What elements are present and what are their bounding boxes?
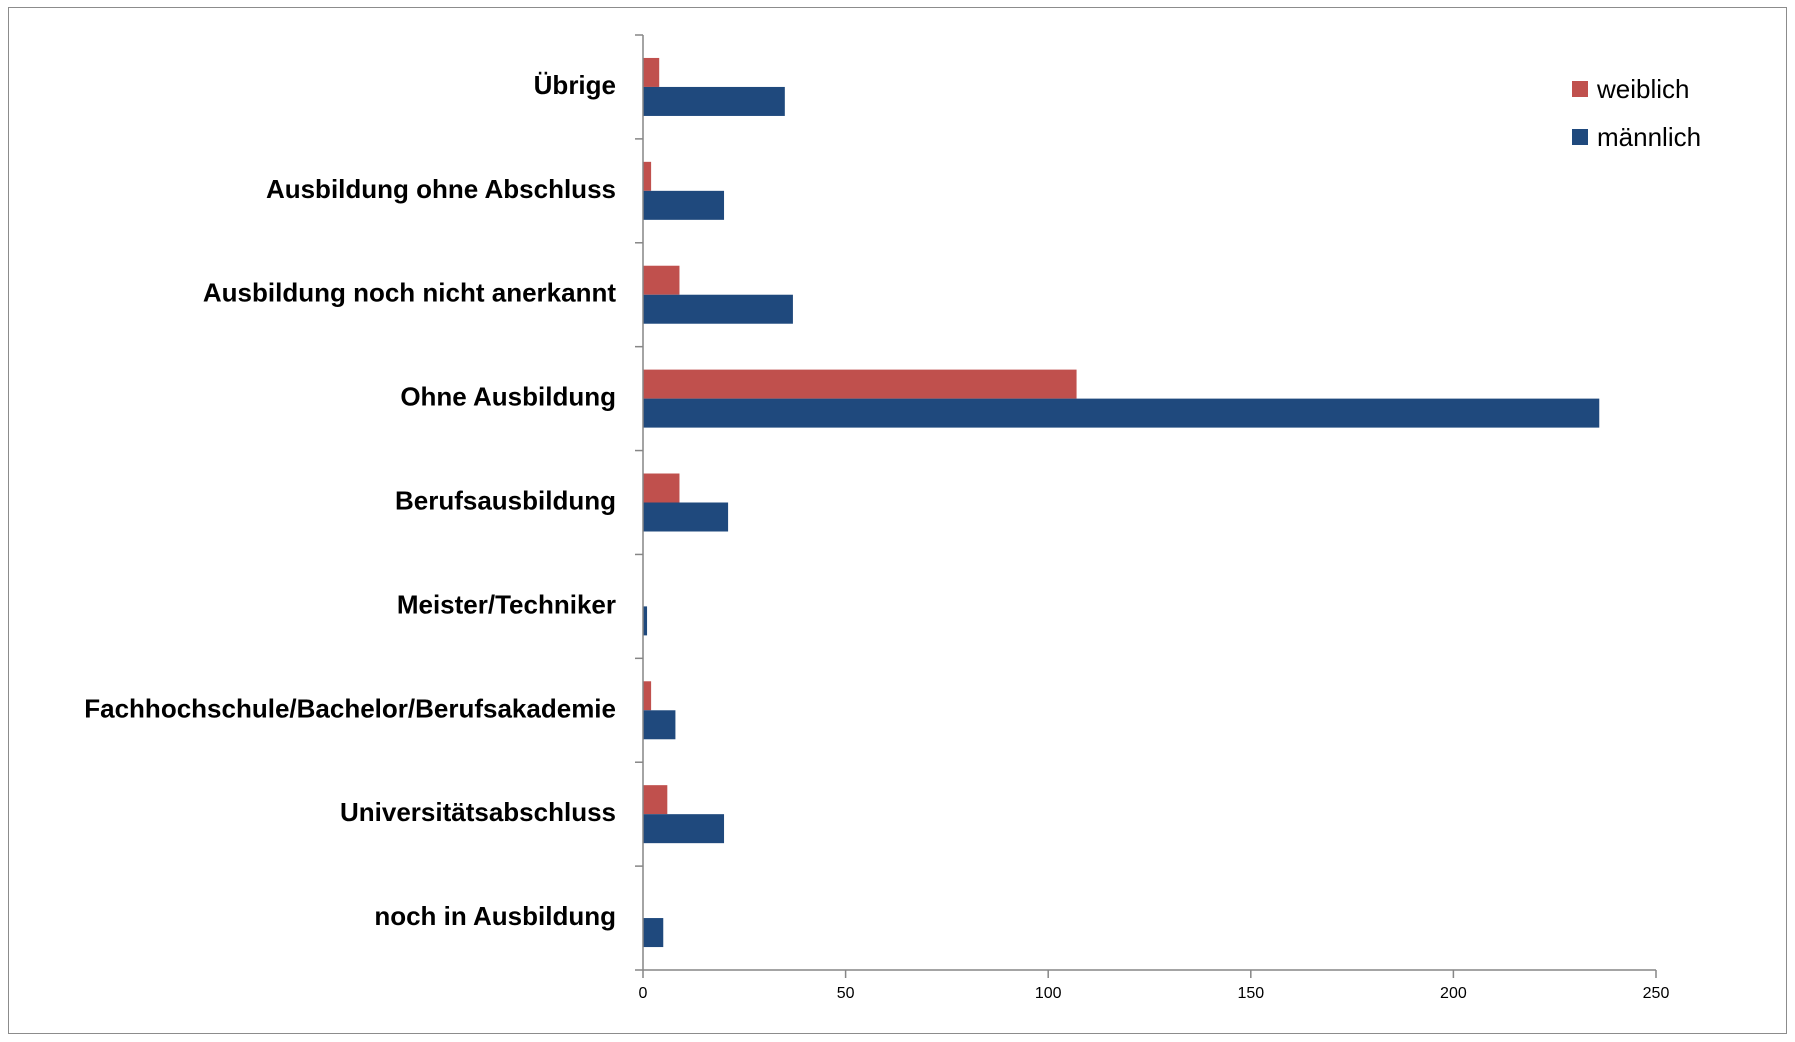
category-label-fachhochschule-bachelor-berufsakademie: Fachhochschule/Bachelor/Berufsakademie xyxy=(84,693,616,723)
x-tick-label-50: 50 xyxy=(837,985,855,1002)
category-label-berufsausbildung: Berufsausbildung xyxy=(395,486,616,516)
bar-weiblich-universitatsabschluss xyxy=(643,785,668,815)
category-label-ohne-ausbildung: Ohne Ausbildung xyxy=(400,382,616,412)
bar-maennlich-universitatsabschluss xyxy=(643,814,725,844)
legend-label-weiblich: weiblich xyxy=(1596,74,1690,104)
bar-maennlich-meister-techniker xyxy=(643,606,648,636)
bar-weiblich-ausbildung-ohne-abschluss xyxy=(643,161,652,191)
x-tick-label-100: 100 xyxy=(1035,985,1062,1002)
bar-maennlich-ausbildung-ohne-abschluss xyxy=(643,190,725,220)
bar-weiblich-ubrige xyxy=(643,57,660,87)
category-label-ausbildung-ohne-abschluss: Ausbildung ohne Abschluss xyxy=(266,174,616,204)
bars xyxy=(643,57,1600,948)
legend: weiblich männlich xyxy=(1572,74,1701,152)
bar-maennlich-ohne-ausbildung xyxy=(643,398,1600,428)
legend-label-mannlich: männlich xyxy=(1597,122,1701,152)
category-label-universitatsabschluss: Universitätsabschluss xyxy=(340,797,616,827)
bar-maennlich-ausbildung-noch-nicht-anerkannt xyxy=(643,294,793,324)
legend-swatch-mannlich xyxy=(1572,129,1588,145)
axes xyxy=(635,34,1656,971)
x-axis-ticks: 0 50 100 150 200 250 xyxy=(639,970,1670,1002)
category-labels: noch in Ausbildung Universitätsabschluss F… xyxy=(84,70,616,931)
bar-weiblich-berufsausbildung xyxy=(643,473,680,503)
bar-weiblich-fachhochschule-bachelor-berufsakademie xyxy=(643,681,652,711)
bar-maennlich-ubrige xyxy=(643,86,785,116)
x-tick-label-200: 200 xyxy=(1440,985,1467,1002)
category-label-ubrige: Übrige xyxy=(534,70,616,100)
x-tick-label-150: 150 xyxy=(1237,985,1264,1002)
x-tick-label-250: 250 xyxy=(1643,985,1670,1002)
bar-weiblich-ohne-ausbildung xyxy=(643,369,1077,399)
category-label-meister-techniker: Meister/Techniker xyxy=(397,589,616,619)
bar-maennlich-berufsausbildung xyxy=(643,502,729,532)
category-label-ausbildung-noch-nicht-anerkannt: Ausbildung noch nicht anerkannt xyxy=(203,278,616,308)
x-tick-label-0: 0 xyxy=(639,985,648,1002)
bar-maennlich-noch-in-ausbildung xyxy=(643,918,664,948)
chart-frame xyxy=(8,7,1787,1034)
bar-maennlich-fachhochschule-bachelor-berufsakademie xyxy=(643,710,676,740)
bar-weiblich-ausbildung-noch-nicht-anerkannt xyxy=(643,265,680,295)
legend-swatch-weiblich xyxy=(1572,81,1588,97)
category-label-noch-in-ausbildung: noch in Ausbildung xyxy=(374,901,616,931)
